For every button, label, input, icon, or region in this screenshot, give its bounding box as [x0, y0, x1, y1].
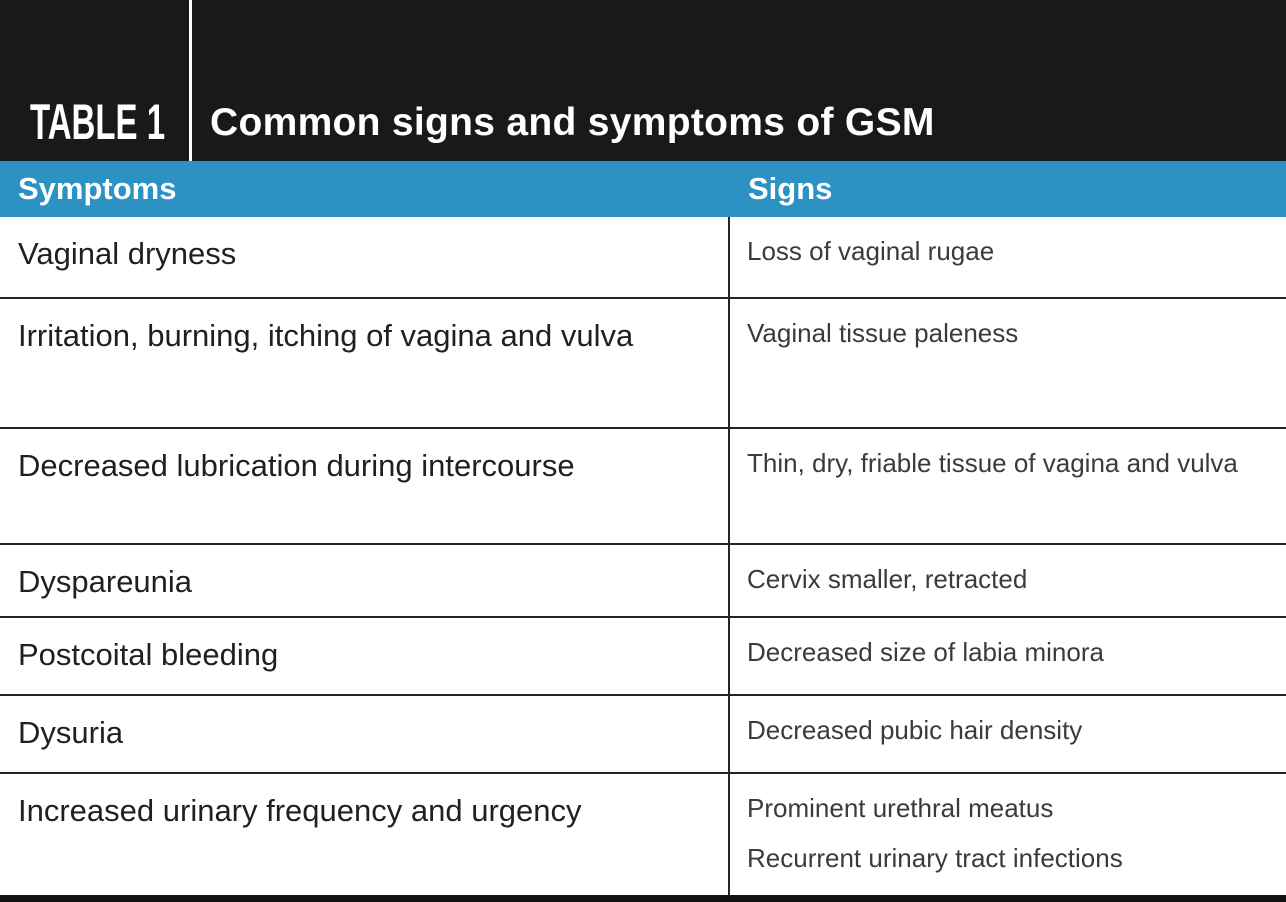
sign-line: Cervix smaller, retracted: [747, 564, 1028, 594]
sign-cell: Vaginal tissue paleness: [730, 299, 1286, 427]
column-header-row: Symptoms Signs: [0, 161, 1286, 217]
table-row: Increased urinary frequency and urgency …: [0, 772, 1286, 896]
symptom-cell: Increased urinary frequency and urgency: [0, 774, 730, 896]
symptom-cell: Postcoital bleeding: [0, 618, 730, 695]
sign-cell: Loss of vaginal rugae: [730, 217, 1286, 297]
sign-line: Vaginal tissue paleness: [747, 318, 1019, 348]
sign-line: Decreased size of labia minora: [747, 637, 1104, 668]
masthead-vertical-divider: [189, 0, 192, 161]
table-body: Vaginal dryness Loss of vaginal rugae Ir…: [0, 217, 1286, 902]
sign-line: Recurrent urinary tract infections: [747, 843, 1123, 874]
symptom-cell: Decreased lubrication during intercourse: [0, 429, 730, 543]
symptom-cell: Dysuria: [0, 696, 730, 773]
sign-line: Prominent urethral meatus: [747, 793, 1054, 824]
table-row: Decreased lubrication during intercourse…: [0, 427, 1286, 543]
sign-line: Thin, dry, friable tissue of vagina and …: [747, 448, 1238, 478]
sign-line: Decreased pubic hair density: [747, 715, 1083, 746]
symptom-cell: Irritation, burning, itching of vagina a…: [0, 299, 730, 427]
column-header-symptoms: Symptoms: [18, 171, 177, 206]
symptom-cell: Dyspareunia: [0, 545, 730, 617]
table-masthead: TABLE 1 Common signs and symptoms of GSM: [0, 0, 1286, 161]
sign-cell: Decreased pubic hair density: [730, 696, 1286, 772]
table-row: Vaginal dryness Loss of vaginal rugae: [0, 217, 1286, 297]
table-number-section: TABLE 1: [0, 0, 189, 161]
table-title: Common signs and symptoms of GSM: [210, 101, 935, 145]
sign-cell: Cervix smaller, retracted: [730, 545, 1286, 616]
sign-cell: Decreased size of labia minora: [730, 618, 1286, 694]
sign-cell: Prominent urethral meatus Recurrent urina…: [730, 774, 1286, 895]
sign-cell: Thin, dry, friable tissue of vagina and …: [730, 429, 1286, 543]
column-header-signs: Signs: [748, 171, 833, 206]
sign-line: Loss of vaginal rugae: [747, 236, 995, 266]
table-title-section: Common signs and symptoms of GSM: [192, 0, 1286, 161]
table-number-label: TABLE 1: [30, 94, 166, 150]
table-row: Dyspareunia Cervix smaller, retracted: [0, 543, 1286, 617]
table-row: Irritation, burning, itching of vagina a…: [0, 297, 1286, 427]
table-row: Postcoital bleeding Decreased size of la…: [0, 616, 1286, 695]
table-row: Dysuria Decreased pubic hair density: [0, 694, 1286, 773]
symptom-cell: Vaginal dryness: [0, 217, 730, 297]
